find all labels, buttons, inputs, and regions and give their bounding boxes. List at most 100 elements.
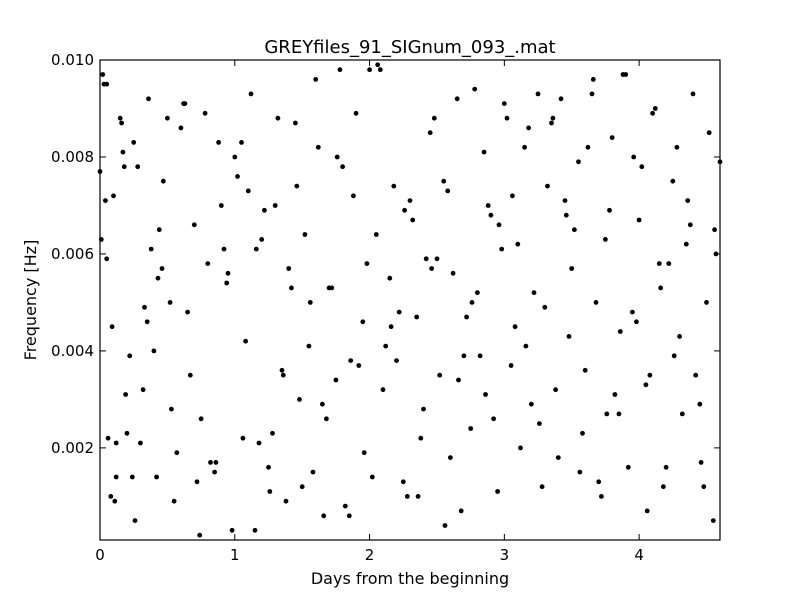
data-point	[294, 183, 300, 189]
data-point	[243, 338, 249, 344]
data-point	[481, 149, 487, 155]
data-point	[421, 406, 426, 412]
data-point	[472, 86, 478, 92]
data-point	[400, 479, 406, 485]
data-point	[442, 523, 448, 528]
data-point	[154, 474, 160, 480]
data-point	[348, 358, 354, 363]
data-point	[123, 392, 128, 397]
data-point	[306, 343, 312, 349]
data-point	[202, 110, 208, 116]
data-point	[380, 387, 386, 393]
data-point	[142, 304, 147, 310]
data-point	[388, 324, 394, 330]
data-point	[351, 193, 356, 199]
data-point	[197, 532, 203, 538]
data-point	[270, 430, 275, 436]
data-point	[569, 266, 575, 271]
data-point	[391, 183, 397, 189]
data-point	[589, 91, 595, 97]
data-point	[117, 115, 123, 121]
data-point	[310, 469, 316, 475]
y-tick-label: 0.004	[51, 342, 94, 360]
data-point	[377, 67, 383, 73]
data-point	[663, 464, 669, 470]
chart-title: GREYfiles_91_SIGnum_093_.mat	[264, 37, 555, 58]
x-axis-ticks: 0 1 2 3 4	[95, 60, 644, 564]
data-point	[194, 479, 200, 485]
data-point	[182, 101, 188, 106]
data-point	[121, 164, 127, 170]
data-point	[324, 416, 329, 422]
data-point	[604, 411, 610, 417]
data-point	[245, 188, 251, 194]
data-point	[407, 198, 413, 204]
data-point	[112, 498, 118, 504]
data-point	[109, 324, 115, 330]
x-tick-label: 0	[95, 546, 105, 564]
data-point	[596, 479, 602, 485]
data-point	[224, 280, 230, 286]
data-point	[685, 198, 691, 204]
data-point	[297, 397, 302, 402]
data-point	[232, 154, 238, 160]
data-point	[334, 154, 340, 160]
x-axis-label: Days from the beginning	[311, 569, 509, 588]
data-point	[677, 334, 682, 339]
data-point	[174, 450, 180, 456]
data-point	[119, 120, 124, 126]
data-point	[495, 489, 500, 494]
data-point	[531, 290, 537, 296]
data-point	[239, 140, 244, 145]
data-point	[108, 494, 114, 499]
data-point	[429, 266, 434, 271]
data-point	[337, 67, 343, 73]
data-point	[464, 314, 469, 320]
data-point	[127, 353, 133, 359]
data-point	[577, 469, 583, 475]
data-point	[518, 445, 523, 451]
data-point	[652, 106, 658, 111]
data-point	[342, 503, 348, 509]
data-point	[369, 474, 375, 480]
data-point	[283, 498, 289, 504]
data-point	[572, 227, 577, 233]
data-point	[360, 319, 366, 325]
data-point	[289, 285, 294, 291]
data-point	[229, 527, 235, 533]
data-point	[545, 183, 550, 189]
data-point	[580, 430, 585, 436]
data-point	[272, 203, 278, 208]
data-point	[590, 77, 596, 82]
data-point	[418, 435, 424, 441]
data-point	[259, 237, 265, 242]
data-point	[129, 474, 135, 480]
data-point	[356, 363, 362, 368]
data-point	[671, 353, 677, 359]
data-point	[650, 110, 655, 116]
data-point	[431, 115, 437, 121]
data-point	[612, 392, 618, 397]
data-point	[593, 300, 599, 305]
data-point	[414, 314, 420, 320]
data-point	[499, 246, 505, 252]
data-point	[698, 460, 704, 465]
data-point	[275, 115, 281, 121]
data-point	[616, 411, 622, 417]
data-point	[607, 207, 612, 213]
data-point	[100, 72, 106, 77]
data-point	[151, 348, 157, 354]
data-point	[144, 319, 150, 325]
data-point	[159, 266, 165, 271]
data-point	[135, 164, 141, 170]
data-point	[643, 382, 649, 388]
data-point	[501, 101, 507, 106]
data-point	[504, 115, 510, 121]
data-point	[475, 290, 480, 296]
data-point	[138, 440, 143, 446]
data-point	[185, 309, 191, 315]
data-point	[558, 96, 564, 102]
data-point	[124, 430, 130, 436]
data-point	[679, 411, 685, 417]
x-tick-label: 4	[634, 546, 644, 564]
